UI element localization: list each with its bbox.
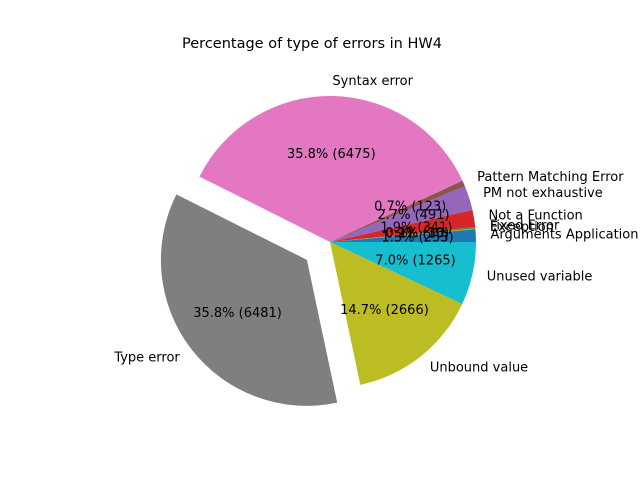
slice-label: Unbound value	[430, 360, 528, 375]
slice-label: Pattern Matching Error	[477, 170, 624, 185]
percent-label: 1.3% (253)	[381, 231, 453, 246]
slice-label: Type error	[113, 351, 180, 366]
pie-slices	[160, 95, 476, 406]
pie-slice-arguments-application	[330, 229, 476, 242]
slice-label: PM not exhaustive	[483, 186, 603, 201]
percent-label: 7.0% (1265)	[375, 254, 455, 269]
slice-label: Fixed Error	[490, 219, 560, 234]
pie-slice-fixed-error	[330, 226, 476, 242]
slice-label: Syntax error	[332, 74, 413, 89]
slice-label: Not a Function	[488, 208, 582, 223]
pie-slice-exception	[330, 228, 476, 242]
pie-slice-type-error	[160, 194, 338, 406]
percent-labels: 1.3% (253)0.1% (16)0.2% (30)1.9% (341)2.…	[193, 147, 455, 321]
pie-slice-pattern-matching-error	[330, 180, 465, 242]
pie-slice-pm-not-exhaustive	[330, 186, 473, 242]
pie-slice-unused-variable	[330, 242, 476, 304]
percent-label: 2.7% (491)	[377, 208, 449, 223]
percent-label: 35.8% (6475)	[287, 147, 376, 162]
percent-label: 1.9% (341)	[380, 220, 452, 235]
pie-slice-syntax-error	[199, 95, 463, 243]
percent-label: 35.8% (6481)	[193, 306, 282, 321]
slice-label: Exception	[490, 220, 554, 235]
percent-label: 0.1% (16)	[385, 227, 449, 242]
pie-slice-unbound-value	[330, 242, 463, 385]
chart-title: Percentage of type of errors in HW4	[182, 36, 442, 52]
percent-label: 0.2% (30)	[385, 226, 449, 241]
percent-label: 0.7% (123)	[374, 199, 446, 214]
slice-label: Arguments Application	[490, 227, 638, 242]
percent-label: 14.7% (2666)	[340, 303, 429, 318]
pie-slice-not-a-function	[330, 209, 476, 242]
slice-label: Unused variable	[487, 269, 593, 284]
